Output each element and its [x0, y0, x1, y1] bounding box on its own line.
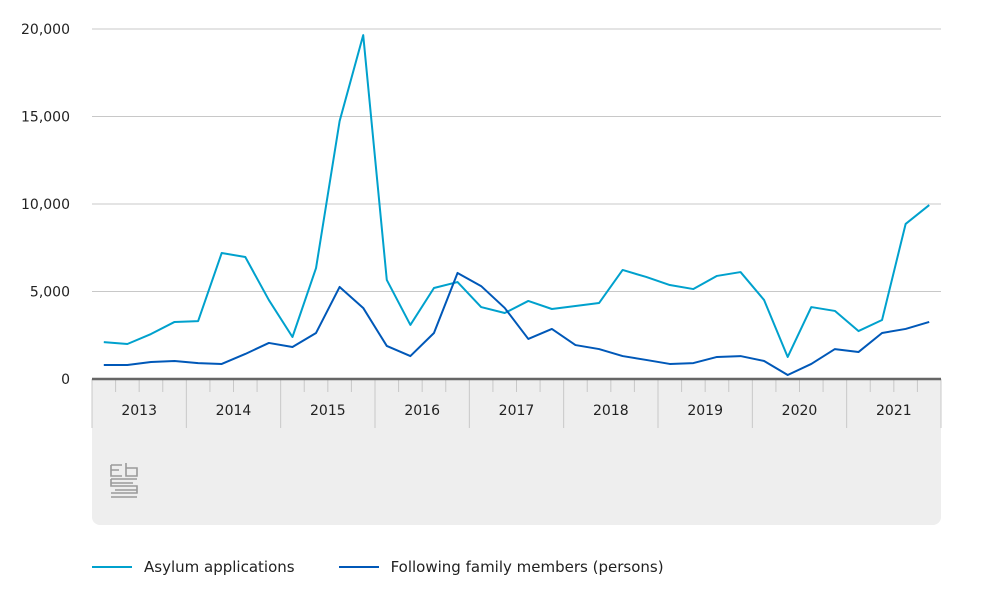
y-tick-label: 5,000: [30, 285, 70, 301]
legend-item-asylum: Asylum applications: [92, 558, 295, 576]
y-axis-tick-labels: 0 5,000 10,000 15,000 20,000: [21, 22, 70, 388]
x-tick-label: 2014: [216, 403, 252, 419]
series-lines: [103, 34, 930, 376]
y-tick-label: 15,000: [21, 110, 70, 126]
y-tick-label: 0: [61, 372, 70, 388]
gridlines: [92, 28, 941, 292]
x-tick-label: 2016: [404, 403, 440, 419]
legend-swatch-family: [338, 566, 379, 568]
x-tick-label: 2020: [782, 403, 818, 419]
x-axis-band: 2013 2014 2015 2016 2017 2018 2019 2020 2021: [91, 377, 942, 525]
x-axis-panel: [92, 379, 941, 525]
legend-item-family: Following family members (persons): [338, 558, 664, 576]
x-tick-label: 2019: [687, 403, 723, 419]
cbs-logo: [110, 463, 138, 498]
x-tick-label: 2015: [310, 403, 346, 419]
x-tick-label: 2021: [876, 403, 912, 419]
legend-label-asylum: Asylum applications: [144, 558, 295, 576]
x-tick-label: 2017: [499, 403, 535, 419]
y-tick-label: 20,000: [21, 22, 70, 38]
series-line-asylum: [103, 34, 930, 358]
x-tick-label: 2018: [593, 403, 629, 419]
x-tick-label: 2013: [121, 403, 157, 419]
legend-swatch-asylum: [92, 566, 132, 568]
legend: Asylum applications Following family mem…: [92, 558, 708, 576]
series-line-family: [103, 271, 930, 376]
legend-label-family: Following family members (persons): [390, 558, 664, 576]
y-tick-label: 10,000: [21, 197, 70, 213]
